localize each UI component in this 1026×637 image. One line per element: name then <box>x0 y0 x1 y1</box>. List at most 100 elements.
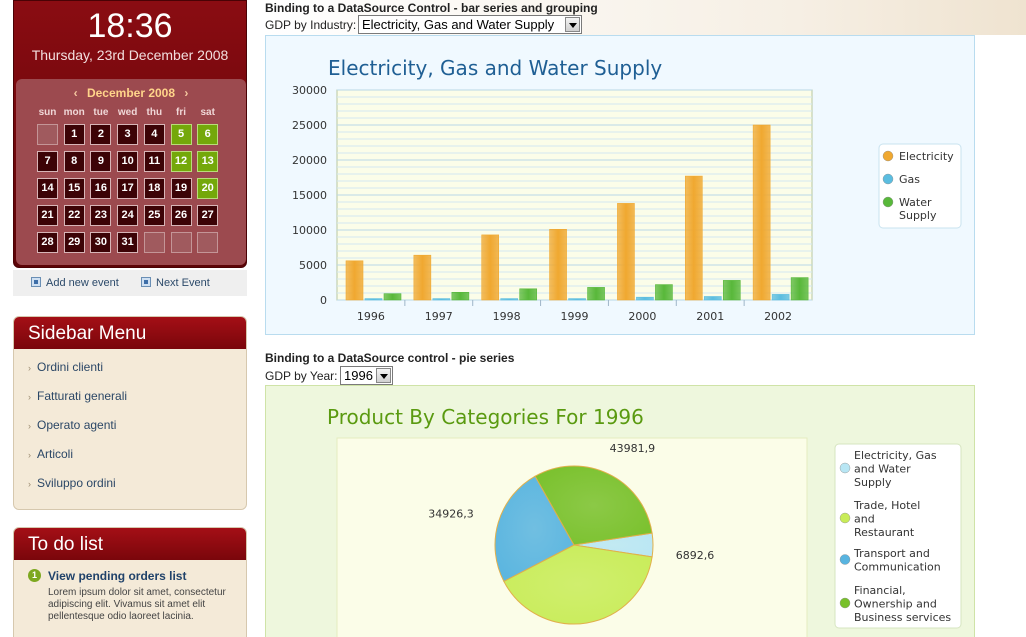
sidebar-menu-item[interactable]: › Sviluppo ordini <box>28 476 116 490</box>
bar-gas <box>636 296 654 301</box>
sidebar-menu-title: Sidebar Menu <box>14 317 246 349</box>
year-select[interactable]: 1996 <box>340 366 393 385</box>
calendar-day[interactable]: 12 <box>170 151 192 172</box>
pie-legend-label: Business services <box>854 611 951 624</box>
chevron-down-icon[interactable] <box>376 368 391 383</box>
pie-chart-panel: Product By Categories For 1996 6892,6571… <box>265 385 975 637</box>
bar-gas <box>703 296 722 301</box>
calendar-weekday: fri <box>176 107 186 118</box>
bar-water-supply <box>790 277 809 301</box>
bar-chart-grid <box>336 89 813 301</box>
calendar-day[interactable]: 14 <box>37 178 58 199</box>
pie-legend-label: and <box>854 513 875 526</box>
calendar-day[interactable]: 27 <box>197 205 219 226</box>
calendar-day[interactable]: 9 <box>90 151 112 172</box>
calendar-day[interactable]: 6 <box>197 124 219 145</box>
calendar-month-title: December 2008 <box>86 86 176 100</box>
calendar-day[interactable]: 20 <box>197 178 219 199</box>
pie-slice <box>534 465 653 546</box>
industry-filter-label: GDP by Industry: <box>265 18 357 32</box>
calendar-day[interactable]: 19 <box>170 178 192 199</box>
calendar-day[interactable]: 17 <box>117 178 139 199</box>
sidebar-menu-item[interactable]: › Articoli <box>28 447 73 461</box>
chevron-right-icon: › <box>28 363 31 373</box>
pie-legend-swatch <box>839 597 851 609</box>
calendar-day[interactable]: 4 <box>143 124 165 145</box>
pie-legend-swatch <box>839 512 851 524</box>
calendar-day[interactable]: 11 <box>143 151 165 172</box>
sidebar-menu-item-label: Fatturati generali <box>37 389 128 403</box>
calendar-day[interactable]: 25 <box>143 205 165 226</box>
pie-legend-swatch <box>839 554 851 565</box>
sidebar-menu-item-label: Ordini clienti <box>37 360 104 374</box>
calendar-day[interactable]: 21 <box>37 205 58 226</box>
calendar: ‹ December 2008 › 1 2 3 4 5 6 7 8 9 10 11 12 13 14 15 1… <box>16 79 246 265</box>
calendar-day[interactable]: 30 <box>90 232 112 253</box>
calendar-day[interactable]: 2 <box>90 124 112 145</box>
bar-electricity <box>549 229 567 301</box>
add-event-icon <box>31 277 41 287</box>
calendar-day[interactable]: 31 <box>117 232 139 253</box>
add-new-event-link[interactable]: Add new event <box>31 277 119 289</box>
pie-slice-label: 43981,9 <box>610 442 656 455</box>
calendar-empty-cell <box>197 232 219 253</box>
bar-water-supply <box>519 288 538 301</box>
calendar-weekday: sun <box>38 107 57 118</box>
calendar-day[interactable]: 5 <box>170 124 192 145</box>
calendar-day[interactable]: 16 <box>90 178 112 199</box>
calendar-header: ‹ December 2008 › <box>16 86 246 100</box>
bar-legend-label: Water <box>899 196 932 209</box>
bar-legend-label: Supply <box>899 209 937 222</box>
calendar-day[interactable]: 10 <box>117 151 139 172</box>
calendar-day[interactable]: 7 <box>37 151 58 172</box>
bar-y-tick-label: 15000 <box>292 189 327 202</box>
bar-water-supply <box>722 280 741 301</box>
pie-legend-label: Restaurant <box>854 526 915 539</box>
calendar-day[interactable]: 1 <box>63 124 85 145</box>
calendar-day[interactable]: 28 <box>37 232 58 253</box>
bar-legend-label: Gas <box>899 173 920 186</box>
sidebar-menu-item[interactable]: › Operato agenti <box>28 418 116 432</box>
calendar-day[interactable]: 18 <box>143 178 165 199</box>
todo-pending-orders-link[interactable]: View pending orders list <box>48 569 187 583</box>
bar-legend-label: Electricity <box>899 150 954 163</box>
bar-gas <box>771 294 790 301</box>
year-filter-label: GDP by Year: <box>265 369 338 383</box>
calendar-day[interactable]: 29 <box>63 232 85 253</box>
sidebar-menu-item[interactable]: › Ordini clienti <box>28 360 103 374</box>
bar-electricity <box>413 254 432 301</box>
calendar-day[interactable]: 22 <box>63 205 85 226</box>
bar-x-tick-label: 2000 <box>628 310 656 323</box>
bar-gas <box>364 298 383 301</box>
pie-legend-label: and Water <box>854 463 911 476</box>
calendar-weekday: sat <box>200 107 215 118</box>
add-new-event-label: Add new event <box>46 277 119 289</box>
bar-x-tick-label: 1999 <box>561 310 589 323</box>
sidebar-menu-item[interactable]: › Fatturati generali <box>28 389 127 403</box>
industry-select[interactable]: Electricity, Gas and Water Supply <box>358 15 582 34</box>
pie-legend-label: Transport and <box>853 547 930 560</box>
pie-section-title: Binding to a DataSource control - pie se… <box>265 351 515 365</box>
calendar-day[interactable]: 15 <box>63 178 85 199</box>
bar-electricity <box>684 175 703 301</box>
calendar-day[interactable]: 13 <box>197 151 219 172</box>
calendar-day[interactable]: 26 <box>170 205 192 226</box>
pie-legend-label: Supply <box>854 476 892 489</box>
calendar-prev-month-icon[interactable]: ‹ <box>73 86 78 100</box>
bar-water-supply <box>655 284 673 301</box>
next-event-link[interactable]: Next Event <box>141 277 210 289</box>
calendar-day[interactable]: 8 <box>63 151 85 172</box>
calendar-next-month-icon[interactable]: › <box>184 86 189 100</box>
pie-legend-label: Trade, Hotel <box>853 499 920 512</box>
calendar-weekday: wed <box>117 107 138 118</box>
calendar-weekday: tue <box>93 107 109 118</box>
calendar-day[interactable]: 3 <box>117 124 139 145</box>
chevron-down-icon[interactable] <box>565 17 580 32</box>
bar-gas <box>568 298 586 301</box>
todo-title: To do list <box>14 528 246 560</box>
calendar-day[interactable]: 23 <box>90 205 112 226</box>
left-sidebar: 18:36 Thursday, 23rd December 2008 ‹ Dec… <box>0 0 262 637</box>
calendar-day[interactable]: 24 <box>117 205 139 226</box>
